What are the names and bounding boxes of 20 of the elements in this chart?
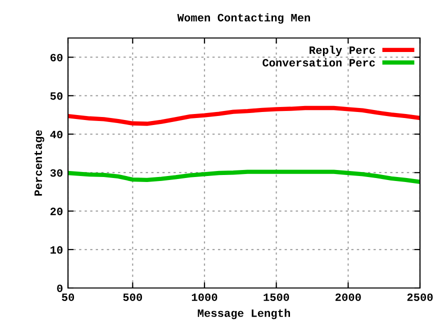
y-tick-label: 60 [50,54,62,62]
chart-title: Women Contacting Men [177,13,310,24]
legend-label: Conversation Perc [262,58,375,67]
legend-label: Reply Perc [310,46,375,56]
y-tick-label: 40 [50,130,62,138]
x-tick-label: 1500 [264,293,290,302]
x-tick-label: 2500 [407,293,433,302]
line-series [68,106,420,126]
x-tick-label: 1000 [192,293,218,302]
y-tick-label: 50 [50,92,62,100]
x-tick-label: 2000 [335,293,361,302]
y-tick-label: 0 [57,284,62,292]
x-tick-label: 50 [62,293,74,302]
line-series [68,170,420,184]
x-axis-title: Message Length [198,308,290,320]
y-tick-label: 30 [50,169,62,177]
y-tick-label: 10 [50,246,62,254]
x-tick-label: 500 [123,293,142,302]
y-axis-title: Percentage [34,130,44,196]
y-tick-label: 20 [50,208,62,216]
